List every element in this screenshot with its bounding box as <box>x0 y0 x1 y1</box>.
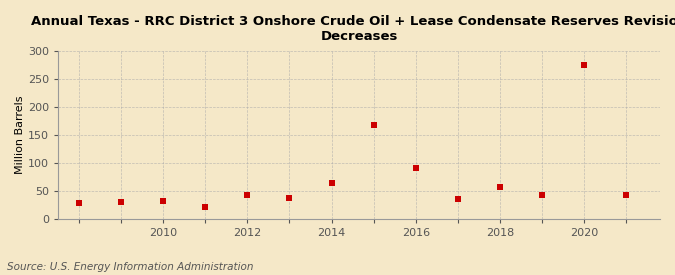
Point <box>369 123 379 127</box>
Point <box>326 180 337 185</box>
Point <box>410 165 421 170</box>
Text: Source: U.S. Energy Information Administration: Source: U.S. Energy Information Administ… <box>7 262 253 272</box>
Point <box>537 193 547 197</box>
Point <box>579 63 590 67</box>
Point <box>115 200 126 204</box>
Point <box>74 201 84 205</box>
Point <box>242 193 253 197</box>
Point <box>158 199 169 203</box>
Title: Annual Texas - RRC District 3 Onshore Crude Oil + Lease Condensate Reserves Revi: Annual Texas - RRC District 3 Onshore Cr… <box>31 15 675 43</box>
Y-axis label: Million Barrels: Million Barrels <box>15 96 25 174</box>
Point <box>284 196 295 200</box>
Point <box>452 197 463 202</box>
Point <box>200 205 211 209</box>
Point <box>621 193 632 197</box>
Point <box>495 184 506 189</box>
